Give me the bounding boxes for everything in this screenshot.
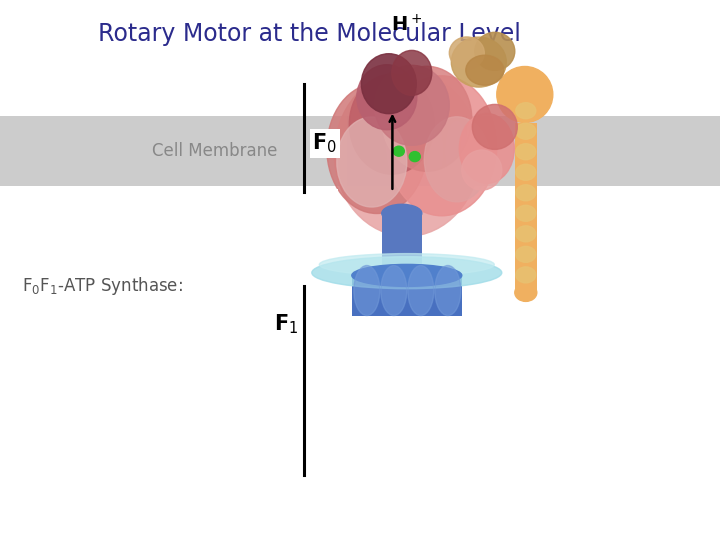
Bar [0, 116, 720, 186]
Ellipse shape [516, 185, 536, 201]
Bar [515, 123, 537, 293]
Ellipse shape [357, 65, 417, 130]
Ellipse shape [516, 144, 536, 160]
Ellipse shape [424, 117, 490, 202]
Ellipse shape [435, 266, 461, 315]
Ellipse shape [516, 205, 536, 221]
Ellipse shape [392, 50, 432, 96]
Ellipse shape [374, 65, 449, 145]
Ellipse shape [352, 265, 462, 286]
Ellipse shape [382, 266, 422, 285]
Ellipse shape [337, 117, 407, 207]
Ellipse shape [409, 152, 420, 161]
Ellipse shape [420, 122, 443, 181]
Ellipse shape [516, 123, 536, 139]
Ellipse shape [382, 204, 422, 222]
Bar [352, 275, 462, 316]
Ellipse shape [451, 37, 506, 87]
Ellipse shape [497, 66, 553, 123]
Text: F$_1$: F$_1$ [274, 312, 299, 336]
Ellipse shape [516, 103, 536, 119]
Ellipse shape [354, 266, 380, 315]
Ellipse shape [462, 150, 502, 190]
Bar [347, 116, 467, 186]
Ellipse shape [346, 122, 368, 181]
Ellipse shape [515, 284, 537, 301]
Ellipse shape [334, 71, 480, 237]
Ellipse shape [319, 254, 495, 275]
Ellipse shape [516, 226, 536, 242]
Ellipse shape [349, 74, 434, 174]
Ellipse shape [312, 256, 502, 289]
Text: H$^+$: H$^+$ [391, 14, 423, 35]
Bar [382, 213, 422, 275]
Ellipse shape [387, 76, 497, 216]
Ellipse shape [382, 66, 472, 171]
Ellipse shape [371, 122, 393, 181]
Text: Rotary Motor at the Molecular Level: Rotary Motor at the Molecular Level [98, 22, 521, 45]
Text: F$_0$F$_1$-ATP Synthase:: F$_0$F$_1$-ATP Synthase: [22, 275, 183, 297]
Ellipse shape [459, 113, 514, 184]
Ellipse shape [516, 267, 536, 283]
Ellipse shape [466, 55, 504, 85]
Ellipse shape [516, 164, 536, 180]
Ellipse shape [474, 32, 515, 70]
Ellipse shape [381, 266, 407, 315]
Ellipse shape [446, 122, 468, 181]
Text: Cell Membrane: Cell Membrane [152, 142, 277, 160]
Ellipse shape [408, 266, 433, 315]
Ellipse shape [361, 53, 416, 114]
Ellipse shape [516, 246, 536, 262]
Bar [306, 188, 338, 213]
Ellipse shape [449, 37, 485, 69]
Text: F$_0$: F$_0$ [312, 131, 338, 155]
Ellipse shape [393, 146, 405, 156]
Ellipse shape [396, 122, 418, 181]
Ellipse shape [472, 104, 517, 150]
Ellipse shape [327, 84, 427, 213]
